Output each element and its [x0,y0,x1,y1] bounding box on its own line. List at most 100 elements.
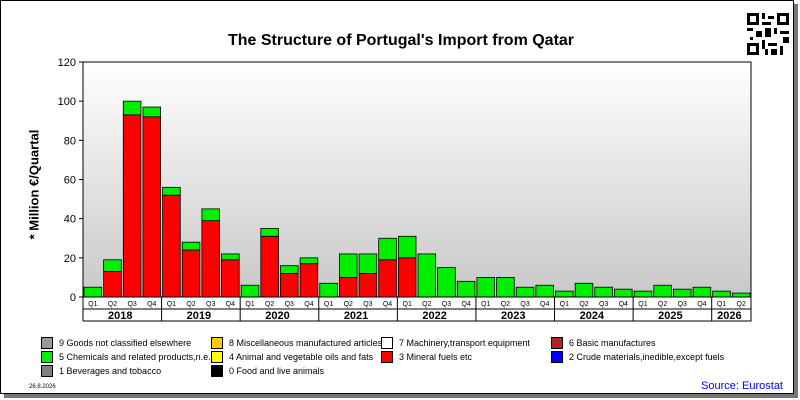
plot-area: 0 20 40 60 80 100 120 Q1 Q2 Q3 Q4 Q1 Q2 Q3 Q4 Q1 Q2 Q3 Q4… [58,57,752,322]
bar-segment [103,271,122,298]
legend-label: 1 Beverages and tobacco [59,366,162,376]
y-tick-label: 60 [64,175,76,187]
x-tick-label: Q1 [324,301,333,308]
legend-item: 8 Miscellaneous manufactured articles [211,337,382,349]
bar-segment [122,114,142,298]
chart-frame: The Structure of Portugal's Import from … [0,0,794,394]
legend-item: 6 Basic manufactures [551,337,656,349]
bar-segment [338,277,358,298]
x-tick-label: Q1 [88,301,97,308]
bar-segment [162,194,181,298]
x-tick-label: Q4 [147,301,156,308]
x-tick-label: Q4 [383,301,392,308]
bar-segment [221,253,240,261]
legend-label: 6 Basic manufactures [569,338,656,348]
legend-item: 2 Crude materials,inedible,except fuels [551,351,724,363]
year-label: 2025 [658,310,682,322]
y-tick-label: 120 [58,57,76,69]
qr-code-icon [747,13,789,55]
source-label: Source: Eurostat [701,380,783,392]
x-tick-label: Q3 [442,301,451,308]
legend-swatch [551,351,563,363]
x-tick-label: Q3 [285,301,294,308]
bar-segment [515,286,535,298]
x-tick-label: Q4 [697,301,706,308]
y-tick-label: 100 [58,96,76,108]
x-tick-label: Q1 [167,301,176,308]
bar-segment [574,282,594,298]
year-label: 2026 [717,310,741,322]
legend-swatch [211,351,223,363]
bar-segment [299,263,319,298]
legend-swatch [211,365,223,377]
x-tick-label: Q2 [737,301,746,308]
year-label: 2020 [265,310,289,322]
bar-segment [456,280,476,298]
bar-segment [260,228,279,237]
legend-label: 5 Chemicals and related products,n.e.s. [59,352,218,362]
y-tick-label: 40 [64,214,76,226]
x-tick-label: Q2 [422,301,431,308]
y-tick-label: 0 [70,292,76,304]
legend-item: 4 Animal and vegetable oils and fats [211,351,373,363]
bar-segment [260,235,279,298]
bar-segment [535,284,554,298]
bar-segment [476,277,496,298]
legend-label: 8 Miscellaneous manufactured articles [229,338,383,348]
year-label: 2019 [187,310,211,322]
x-tick-label: Q4 [226,301,235,308]
bar-segment [201,220,220,298]
bar-segment [122,100,142,116]
bar-segment [555,290,574,298]
x-tick-label: Q4 [540,301,549,308]
legend-swatch [381,337,393,349]
y-tick-label: 80 [64,135,76,147]
x-tick-label: Q2 [265,301,274,308]
bar-segment [240,284,260,298]
x-tick-label: Q2 [186,301,195,308]
x-tick-label: Q2 [344,301,353,308]
x-tick-label: Q2 [658,301,667,308]
bar-segment [417,253,437,298]
legend-item: 7 Machinery,transport equipment [381,337,530,349]
bar-segment [280,273,299,298]
bar-segment [142,106,162,118]
bar-segment [358,273,378,298]
y-tick-label: 20 [64,253,76,265]
x-tick-label: Q1 [560,301,569,308]
x-tick-label: Q1 [638,301,647,308]
bar-segment [319,282,338,298]
bar-segment [142,116,162,298]
bar-segment [712,290,731,298]
year-label: 2023 [501,310,525,322]
bar-segment [181,249,201,298]
bar-segment [221,259,240,298]
bar-segment [83,286,103,298]
legend-label: 7 Machinery,transport equipment [399,338,530,348]
bar-segment [692,286,712,298]
bar-segment [299,257,319,265]
bar-segment [358,253,378,274]
bar-segment [338,253,358,278]
bar-segment [280,265,299,274]
bar-segment [397,257,417,298]
bar-segment [103,259,122,272]
bar-segment [378,237,397,261]
legend-swatch [381,351,393,363]
x-tick-label: Q4 [619,301,628,308]
bar-segment [731,292,751,298]
year-label: 2021 [344,310,368,322]
x-tick-label: Q2 [501,301,510,308]
bar-segment [378,259,397,298]
bar-segment [594,286,613,298]
legend-label: 9 Goods not classified elsewhere [59,338,192,348]
legend-swatch [41,365,53,377]
legend-swatch [41,337,53,349]
x-tick-label: Q3 [363,301,372,308]
legend-item: 0 Food and live animals [211,365,324,377]
legend-label: 3 Mineral fuels etc [399,352,473,362]
x-tick-label: Q4 [461,301,470,308]
x-tick-label: Q3 [599,301,608,308]
legend-swatch [41,351,53,363]
x-tick-label: Q4 [304,301,313,308]
